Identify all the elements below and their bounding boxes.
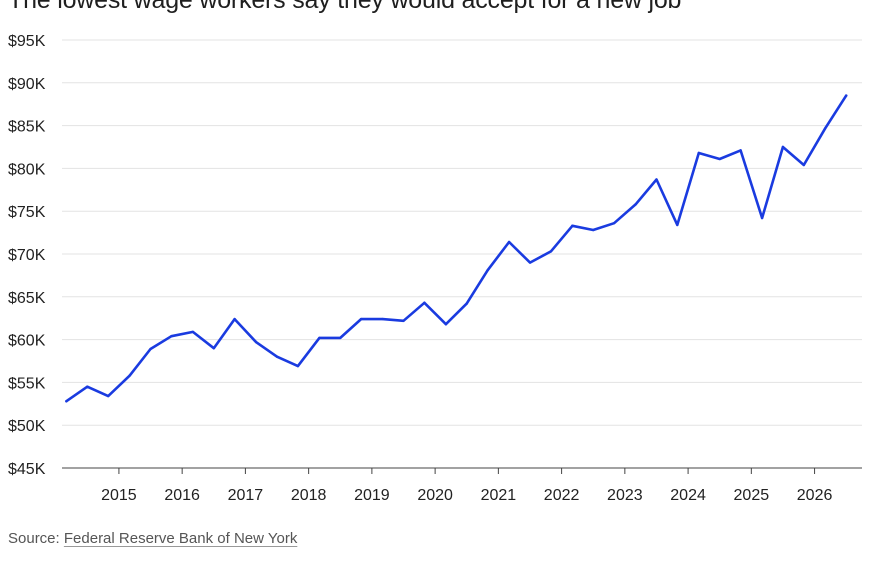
data-point <box>528 261 532 264</box>
chart-title: The lowest wage workers say they would a… <box>8 0 682 14</box>
source-note: Source: Federal Reserve Bank of New York <box>8 530 297 547</box>
data-point <box>676 223 679 227</box>
data-point <box>655 178 658 181</box>
y-tick-label: $75K <box>8 204 46 221</box>
data-point <box>739 149 742 152</box>
data-point <box>149 347 152 351</box>
data-point <box>781 145 785 149</box>
y-tick-label: $60K <box>8 333 46 350</box>
data-point <box>402 319 405 322</box>
y-tick-label: $50K <box>8 418 46 435</box>
data-point <box>634 203 637 206</box>
data-point <box>65 400 68 403</box>
data-point <box>718 157 721 161</box>
x-axis-ticks: 2015 2016 2017 2018 2019 2020 2021 2022 2023 2024… <box>101 468 832 504</box>
data-point <box>549 250 553 253</box>
data-point <box>760 216 764 220</box>
data-point <box>592 228 595 232</box>
data-point <box>212 346 215 350</box>
x-tick-label: 2025 <box>734 487 770 504</box>
line-chart: $45K $50K $55K $60K $65K $70K $75K $80K $85K $90K… <box>8 33 862 504</box>
x-tick-label: 2026 <box>797 487 833 504</box>
data-point <box>444 322 448 326</box>
data-point <box>170 334 173 338</box>
data-point <box>275 355 279 358</box>
data-point <box>486 269 489 272</box>
x-tick-label: 2016 <box>164 487 200 504</box>
data-point <box>844 94 848 97</box>
data-point <box>802 163 806 167</box>
x-tick-label: 2023 <box>607 487 643 504</box>
data-point <box>571 224 574 227</box>
data-point <box>507 240 511 244</box>
data-point <box>191 330 195 334</box>
y-axis-ticks: $45K $50K $55K $60K $65K $70K $75K $80K $85K $90K… <box>8 33 46 478</box>
data-point <box>381 317 384 321</box>
data-point <box>423 301 426 304</box>
series-layer <box>65 94 848 403</box>
data-point <box>86 385 89 388</box>
x-tick-label: 2024 <box>670 487 706 504</box>
y-tick-label: $70K <box>8 247 46 264</box>
x-tick-label: 2015 <box>101 487 137 504</box>
data-point <box>359 317 363 321</box>
data-point <box>339 336 342 340</box>
x-tick-label: 2017 <box>228 487 264 504</box>
x-tick-label: 2021 <box>481 487 517 504</box>
data-point <box>318 336 321 340</box>
series-line <box>65 94 848 403</box>
y-tick-label: $95K <box>8 33 46 50</box>
y-tick-label: $65K <box>8 290 46 307</box>
y-tick-label: $45K <box>8 461 46 478</box>
grid-lines <box>62 39 862 469</box>
x-tick-label: 2018 <box>291 487 327 504</box>
data-point <box>254 340 258 344</box>
data-point <box>233 317 236 321</box>
source-link[interactable]: Federal Reserve Bank of New York <box>63 530 298 547</box>
data-point <box>465 302 468 305</box>
data-point <box>824 126 827 130</box>
source-prefix: Source: <box>8 530 64 547</box>
x-tick-label: 2022 <box>544 487 580 504</box>
y-tick-label: $90K <box>8 76 46 93</box>
data-point <box>106 394 110 398</box>
data-point <box>296 364 300 368</box>
data-point <box>128 374 131 377</box>
x-tick-label: 2020 <box>417 487 453 504</box>
data-point <box>612 221 616 225</box>
y-tick-label: $85K <box>8 119 46 136</box>
y-tick-label: $80K <box>8 161 46 178</box>
data-point <box>697 151 701 155</box>
x-tick-label: 2019 <box>354 487 390 504</box>
y-tick-label: $55K <box>8 375 46 392</box>
